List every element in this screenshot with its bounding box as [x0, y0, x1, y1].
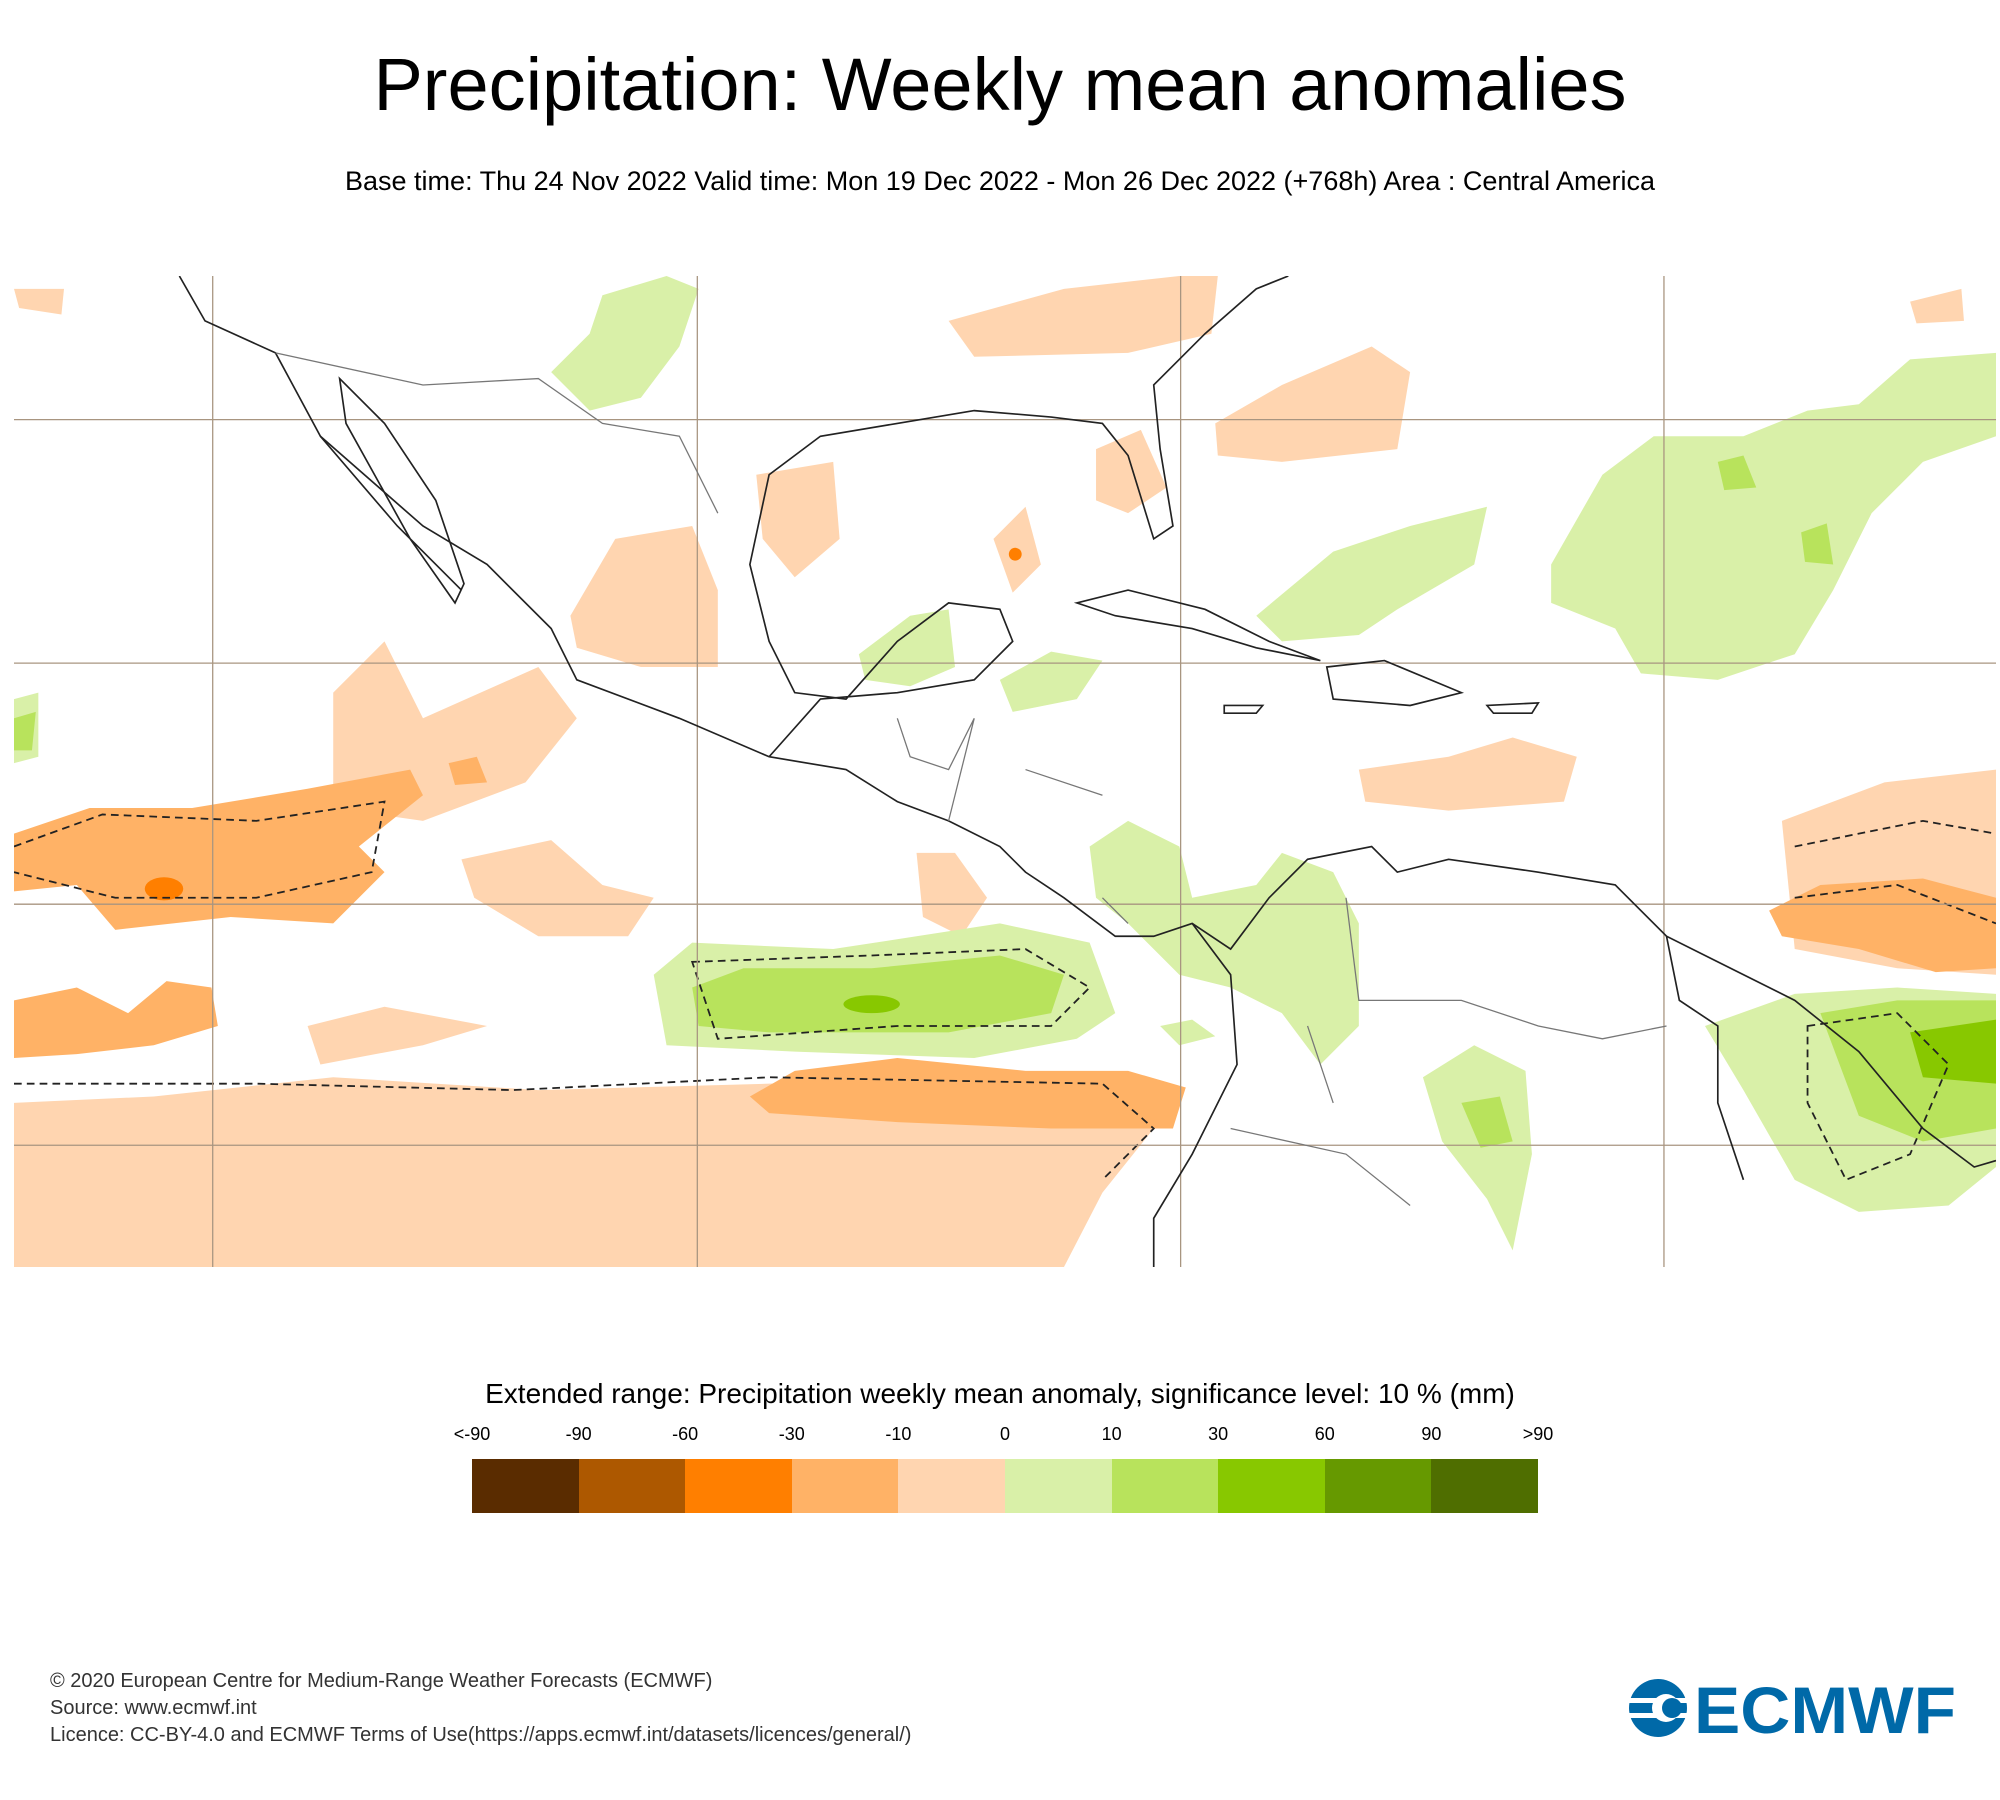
- anomaly-region: [1910, 288, 1964, 324]
- legend-color-swatch: [1324, 1459, 1432, 1513]
- legend-tick: -90: [565, 1424, 592, 1444]
- ecmwf-logo: ECMWF: [1628, 1678, 1956, 1738]
- legend-color-swatch: [1431, 1459, 1538, 1513]
- anomaly-region: [999, 651, 1103, 712]
- legend-color-swatch: [685, 1459, 792, 1513]
- anomaly-region: [448, 756, 488, 785]
- significance-contours: [14, 800, 1996, 1181]
- legend-tick: 0: [999, 1424, 1011, 1444]
- anomaly-region: [14, 981, 218, 1059]
- anomaly-fields: [14, 276, 1996, 1267]
- graticule: [14, 276, 1996, 1267]
- svg-text:ECMWF: ECMWF: [1694, 1678, 1956, 1738]
- legend-color-swatch: [578, 1459, 686, 1513]
- anomaly-region: [14, 769, 423, 930]
- copyright-text: © 2020 European Centre for Medium-Range …: [50, 1670, 713, 1692]
- legend-tick: <-90: [453, 1424, 491, 1444]
- anomaly-region: [570, 525, 718, 668]
- legend-tick: -10: [885, 1424, 912, 1444]
- anomaly-region: [1358, 737, 1577, 811]
- legend-tick: 10: [1101, 1424, 1122, 1444]
- anomaly-region: [14, 711, 36, 751]
- legend-color-swatch: [791, 1459, 899, 1513]
- legend-color-swatch: [1004, 1459, 1112, 1513]
- anomaly-region: [1215, 346, 1411, 462]
- anomaly-region: [144, 877, 184, 901]
- legend-tick: 60: [1314, 1424, 1335, 1444]
- anomaly-region: [749, 1058, 1186, 1129]
- anomaly-region: [1551, 352, 1996, 680]
- legend-color-swatch: [1111, 1459, 1219, 1513]
- legend-tick: 30: [1208, 1424, 1229, 1444]
- anomaly-region: [1160, 1019, 1216, 1046]
- legend-tick: 90: [1421, 1424, 1442, 1444]
- legend-color-swatch: [1218, 1459, 1325, 1513]
- map-title: Precipitation: Weekly mean anomalies: [373, 43, 1627, 126]
- legend-tick: -30: [778, 1424, 805, 1444]
- anomaly-region: [1717, 455, 1757, 491]
- anomaly-region: [692, 955, 1064, 1033]
- legend-tick: -60: [672, 1424, 699, 1444]
- anomaly-region: [551, 276, 699, 411]
- legend-color-swatch: [472, 1459, 579, 1513]
- footer: © 2020 European Centre for Medium-Range …: [50, 1668, 911, 1749]
- map-subtitle: Base time: Thu 24 Nov 2022 Valid time: M…: [345, 166, 1655, 196]
- anomaly-region: [948, 276, 1218, 357]
- anomaly-region: [1256, 506, 1488, 642]
- legend-title: Extended range: Precipitation weekly mea…: [485, 1378, 1515, 1409]
- anomaly-region: [1910, 1019, 1996, 1084]
- borders: [275, 352, 1667, 1206]
- anomaly-region: [14, 1077, 1154, 1267]
- legend-tick: >90: [1522, 1424, 1554, 1444]
- legend-colorbar: [472, 1459, 1538, 1513]
- anomaly-region: [1422, 1045, 1532, 1251]
- source-text: Source: www.ecmwf.int: [50, 1697, 257, 1719]
- anomaly-region: [1096, 429, 1167, 514]
- anomaly-region: [843, 995, 900, 1014]
- coastlines: [178, 276, 1996, 1267]
- legend-color-swatch: [898, 1459, 1005, 1513]
- licence-text: Licence: CC-BY-4.0 and ECMWF Terms of Us…: [50, 1724, 912, 1746]
- anomaly-region: [756, 461, 840, 578]
- anomaly-region: [858, 609, 956, 687]
- anomaly-region: [1089, 820, 1359, 1065]
- anomaly-region: [916, 852, 988, 937]
- anomaly-region: [461, 840, 654, 937]
- anomaly-region: [307, 1006, 488, 1065]
- anomaly-region: [1008, 547, 1022, 561]
- anomaly-map: [14, 276, 1996, 1267]
- anomaly-region: [1801, 523, 1834, 565]
- anomaly-region: [1461, 1096, 1513, 1148]
- anomaly-region: [14, 288, 64, 315]
